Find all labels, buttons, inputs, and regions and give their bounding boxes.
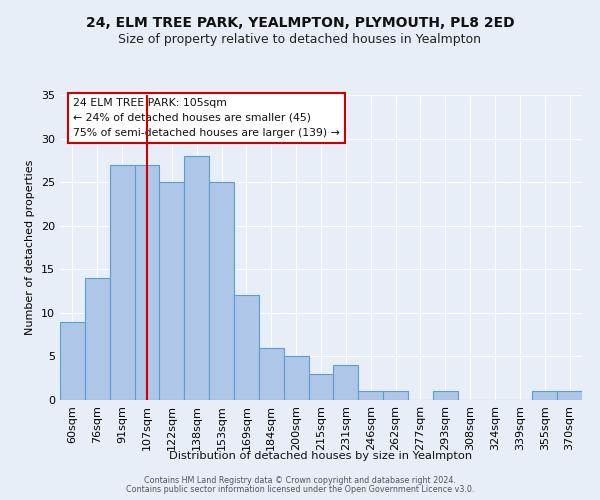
Bar bbox=[259, 348, 284, 400]
Bar bbox=[532, 392, 557, 400]
Bar bbox=[308, 374, 334, 400]
Bar bbox=[358, 392, 383, 400]
Text: Distribution of detached houses by size in Yealmpton: Distribution of detached houses by size … bbox=[169, 451, 473, 461]
Bar bbox=[60, 322, 85, 400]
Bar bbox=[433, 392, 458, 400]
Bar bbox=[557, 392, 582, 400]
Bar bbox=[209, 182, 234, 400]
Bar bbox=[284, 356, 308, 400]
Bar bbox=[110, 164, 134, 400]
Bar bbox=[134, 164, 160, 400]
Text: Contains HM Land Registry data © Crown copyright and database right 2024.: Contains HM Land Registry data © Crown c… bbox=[144, 476, 456, 485]
Bar bbox=[184, 156, 209, 400]
Text: Size of property relative to detached houses in Yealmpton: Size of property relative to detached ho… bbox=[119, 32, 482, 46]
Y-axis label: Number of detached properties: Number of detached properties bbox=[25, 160, 35, 335]
Text: 24 ELM TREE PARK: 105sqm
← 24% of detached houses are smaller (45)
75% of semi-d: 24 ELM TREE PARK: 105sqm ← 24% of detach… bbox=[73, 98, 340, 138]
Bar bbox=[334, 365, 358, 400]
Bar bbox=[85, 278, 110, 400]
Text: 24, ELM TREE PARK, YEALMPTON, PLYMOUTH, PL8 2ED: 24, ELM TREE PARK, YEALMPTON, PLYMOUTH, … bbox=[86, 16, 514, 30]
Bar bbox=[383, 392, 408, 400]
Bar bbox=[234, 296, 259, 400]
Bar bbox=[160, 182, 184, 400]
Text: Contains public sector information licensed under the Open Government Licence v3: Contains public sector information licen… bbox=[126, 484, 474, 494]
